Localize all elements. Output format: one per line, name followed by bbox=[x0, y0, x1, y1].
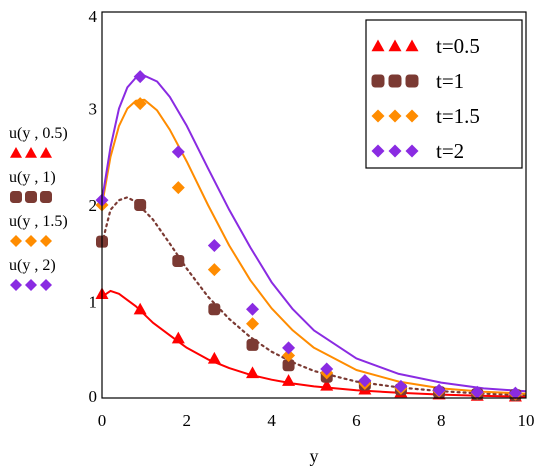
data-point-3-6 bbox=[320, 362, 334, 376]
side-marker-1-2 bbox=[40, 191, 52, 203]
data-point-1-5 bbox=[282, 359, 295, 372]
legend-marker-0-0 bbox=[371, 39, 385, 52]
series-line-3 bbox=[101, 74, 527, 393]
data-point-1-1 bbox=[134, 199, 147, 211]
data-point-0-2 bbox=[171, 331, 185, 344]
side-label-2: u(y , 1.5) bbox=[9, 213, 68, 230]
series-line-0 bbox=[101, 289, 527, 398]
side-legend: u(y , 0.5) u(y , 1) u(y , 1.5) u(y , 2) bbox=[9, 125, 68, 291]
data-point-3-9 bbox=[432, 383, 446, 397]
side-marker-1-0 bbox=[10, 191, 22, 203]
side-marker-3-2 bbox=[40, 279, 52, 291]
series-line-2 bbox=[101, 98, 527, 395]
side-marker-0-0 bbox=[10, 147, 22, 158]
legend-marker-2-1 bbox=[388, 109, 402, 123]
data-point-1-2 bbox=[172, 254, 185, 267]
y-tick-labels: 0 1 2 3 4 bbox=[89, 7, 98, 406]
x-tick-label-4: 8 bbox=[437, 411, 446, 430]
series-markers bbox=[95, 70, 522, 402]
side-marker-0-1 bbox=[25, 147, 37, 158]
data-point-0-3 bbox=[207, 351, 221, 364]
data-point-3-8 bbox=[394, 379, 408, 393]
y-tick-label-0: 0 bbox=[89, 387, 98, 406]
side-marker-0-2 bbox=[40, 147, 52, 158]
data-point-0-1 bbox=[133, 302, 147, 315]
legend-marker-0-1 bbox=[388, 39, 402, 52]
side-label-1: u(y , 1) bbox=[9, 169, 56, 186]
data-point-3-5 bbox=[282, 341, 296, 355]
legend-marker-1-1 bbox=[388, 74, 402, 88]
legend-marker-2-0 bbox=[371, 109, 385, 123]
legend-marker-0-2 bbox=[405, 39, 419, 52]
legend-label-1: t=1 bbox=[436, 69, 464, 93]
data-point-3-4 bbox=[246, 302, 260, 316]
side-marker-3-1 bbox=[25, 279, 37, 291]
data-point-2-2 bbox=[171, 181, 185, 195]
x-tick-label-3: 6 bbox=[352, 411, 361, 430]
y-tick-label-1: 1 bbox=[89, 293, 98, 312]
x-tick-label-0: 0 bbox=[98, 411, 107, 430]
x-tick-label-2: 4 bbox=[267, 411, 276, 430]
side-marker-1-1 bbox=[25, 191, 37, 203]
data-point-2-5 bbox=[282, 349, 296, 363]
legend-label-0: t=0.5 bbox=[436, 34, 480, 58]
side-marker-2-0 bbox=[10, 235, 22, 247]
legend-marker-1-0 bbox=[371, 74, 385, 88]
x-tick-labels: 0 2 4 6 8 10 bbox=[98, 411, 535, 430]
legend-marker-2-2 bbox=[405, 109, 419, 123]
data-point-2-3 bbox=[207, 263, 221, 277]
data-point-2-1 bbox=[133, 97, 147, 111]
data-point-3-1 bbox=[133, 70, 147, 84]
data-point-3-3 bbox=[207, 239, 221, 253]
side-label-0: u(y , 0.5) bbox=[9, 125, 68, 142]
data-point-1-4 bbox=[246, 338, 259, 351]
legend-marker-3-2 bbox=[405, 144, 419, 158]
data-point-0-5 bbox=[282, 374, 296, 386]
legend-label-2: t=1.5 bbox=[436, 104, 480, 128]
legend-marker-1-2 bbox=[405, 74, 419, 88]
legend: t=0.5 t=1 t=1.5 t=2 bbox=[365, 19, 523, 169]
legend-label-3: t=2 bbox=[436, 139, 464, 163]
y-tick-label-4: 4 bbox=[89, 7, 98, 26]
data-point-3-10 bbox=[470, 385, 484, 399]
data-point-0-4 bbox=[246, 366, 260, 379]
y-tick-label-3: 3 bbox=[89, 100, 98, 119]
legend-marker-3-1 bbox=[388, 144, 402, 158]
legend-marker-3-0 bbox=[371, 144, 385, 158]
data-point-0-6 bbox=[320, 378, 334, 391]
data-point-3-11 bbox=[508, 386, 522, 400]
x-tick-label-5: 10 bbox=[518, 411, 535, 430]
y-tick-label-2: 2 bbox=[89, 196, 98, 215]
data-point-3-2 bbox=[171, 145, 185, 159]
x-tick-label-1: 2 bbox=[183, 411, 192, 430]
plot-frame bbox=[101, 11, 527, 399]
side-label-3: u(y , 2) bbox=[9, 257, 56, 274]
legend-box bbox=[365, 19, 523, 169]
side-marker-3-0 bbox=[10, 279, 22, 291]
side-marker-2-2 bbox=[40, 235, 52, 247]
x-axis-label: y bbox=[310, 446, 319, 466]
data-point-3-7 bbox=[358, 374, 372, 388]
side-marker-2-1 bbox=[25, 235, 37, 247]
data-point-2-4 bbox=[246, 317, 260, 331]
series-line-1 bbox=[100, 196, 528, 397]
data-point-1-3 bbox=[208, 303, 221, 316]
